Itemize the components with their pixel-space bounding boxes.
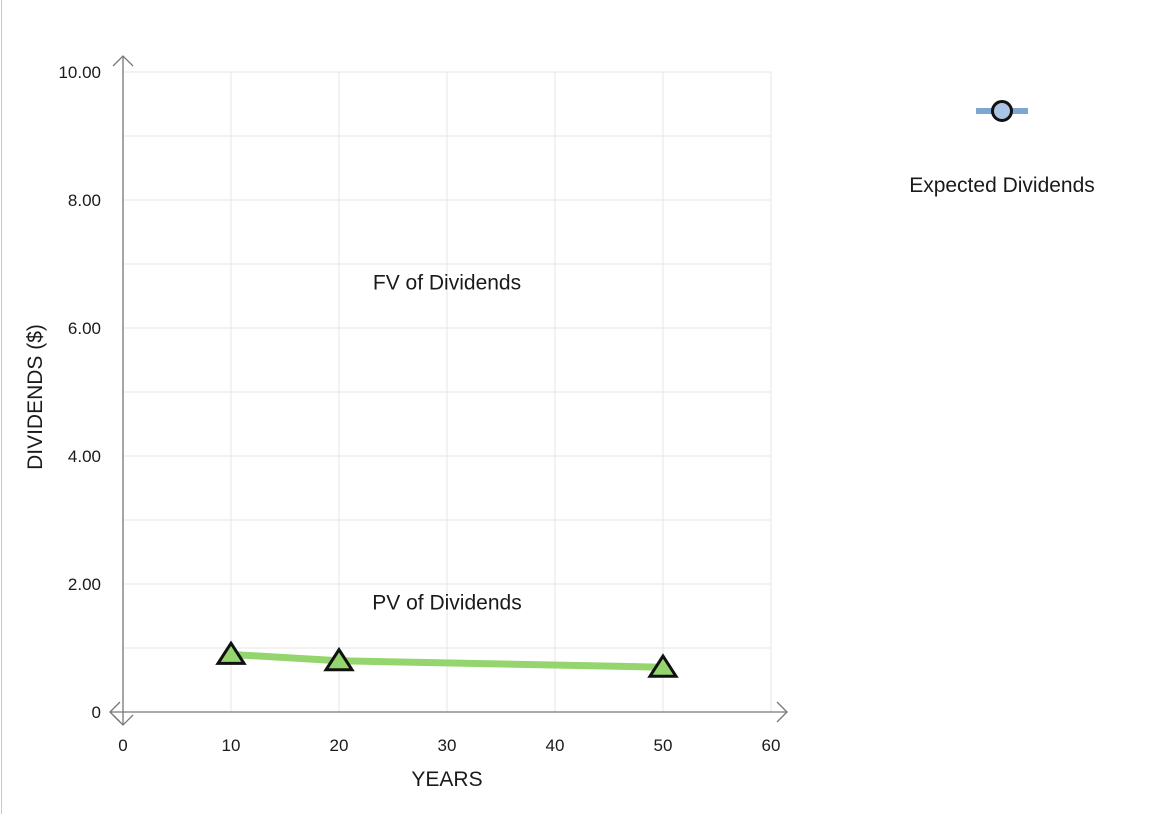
x-tick-label: 50	[654, 736, 673, 755]
triangle-data-point	[647, 653, 679, 678]
legend: Expected Dividends	[909, 100, 1095, 197]
y-axis-bottom-arrow	[112, 714, 134, 726]
triangle-data-point	[215, 640, 247, 665]
annotation-label: FV of Dividends	[373, 272, 521, 295]
x-tick-label: 30	[438, 736, 457, 755]
y-tick-label: 10.00	[58, 63, 101, 82]
series-layer	[215, 640, 679, 678]
annotation-layer: FV of Dividends PV of Dividends	[372, 272, 521, 615]
x-tick-label: 60	[762, 736, 781, 755]
y-tick-label: 0	[92, 703, 101, 722]
y-tick-label: 2.00	[68, 575, 101, 594]
x-tick-label: 20	[330, 736, 349, 755]
x-tick-label: 0	[118, 736, 127, 755]
axis-layer	[109, 55, 788, 726]
y-axis-top-arrow	[112, 55, 134, 67]
x-tick-label: 40	[546, 736, 565, 755]
annotation-label: PV of Dividends	[372, 592, 521, 615]
legend-label: Expected Dividends	[909, 174, 1095, 197]
triangle-data-point	[323, 646, 355, 672]
y-tick-label: 6.00	[68, 319, 101, 338]
tick-label-layer: 0 10 20 30 40 50 60 0 2.00 4.00 6.00 8.00 10.00	[58, 63, 780, 755]
y-tick-label: 8.00	[68, 191, 101, 210]
y-axis-label: DIVIDENDS ($)	[24, 324, 47, 470]
x-axis-label: YEARS	[411, 768, 482, 791]
x-tick-label: 10	[222, 736, 241, 755]
legend-circle-icon	[991, 100, 1013, 122]
y-tick-label: 4.00	[68, 447, 101, 466]
x-axis-right-arrow	[776, 701, 788, 723]
grid-layer	[123, 71, 772, 712]
